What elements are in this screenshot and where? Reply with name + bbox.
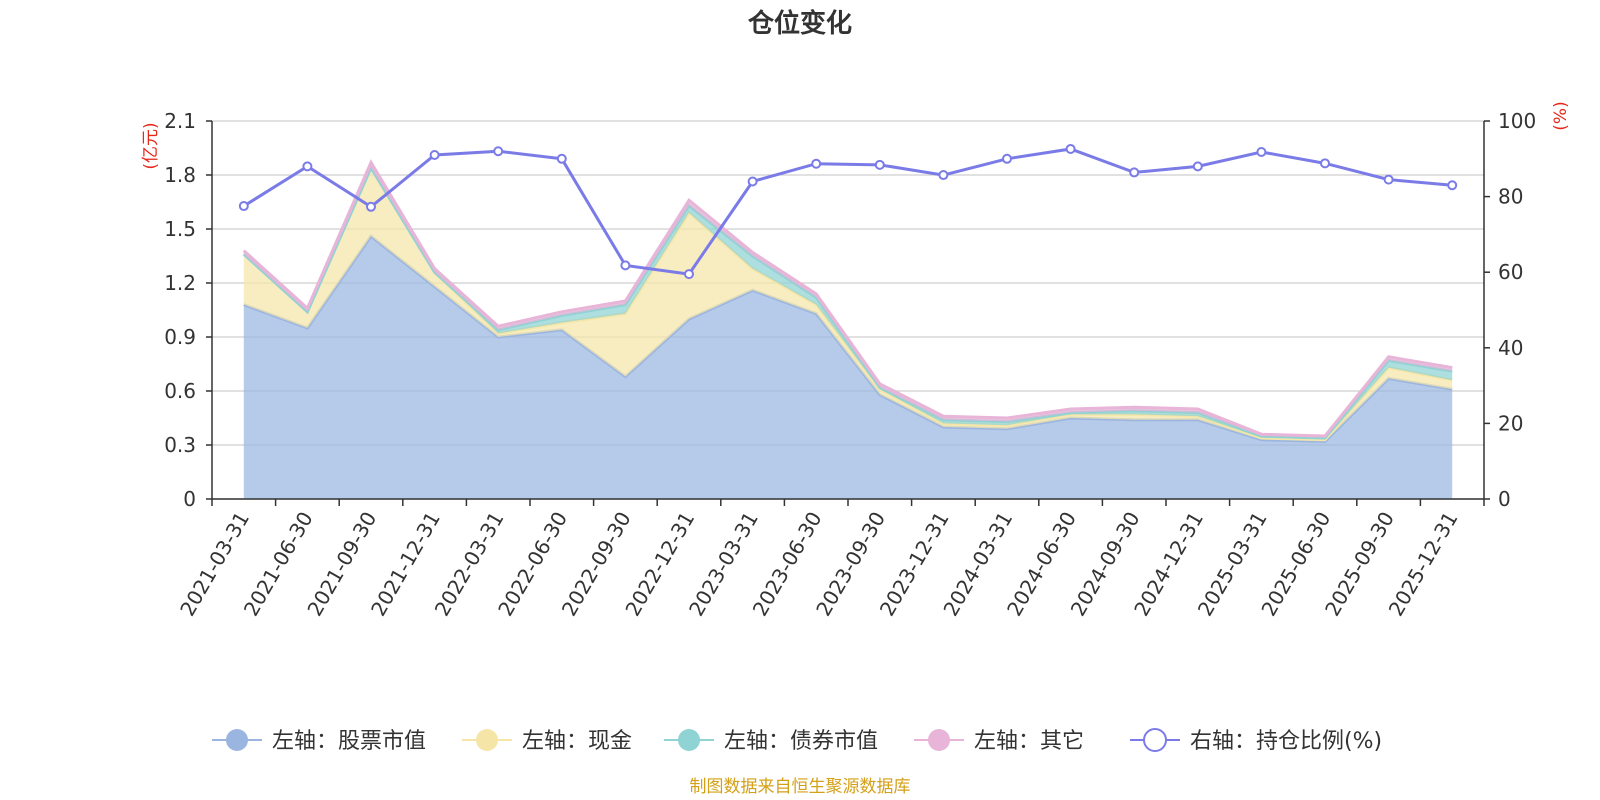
ratio-point[interactable]: [1320, 158, 1330, 169]
left-tick-label: 1.2: [164, 271, 196, 295]
ratio-point[interactable]: [684, 269, 694, 280]
legend-item[interactable]: 右轴：持仓比例(%): [1130, 728, 1382, 754]
legend-marker: [476, 729, 498, 751]
left-tick-label: 2.1: [164, 109, 196, 133]
stacked-areas: [242, 159, 1453, 499]
left-axis-unit: (亿元): [141, 122, 161, 169]
legend-marker: [678, 729, 700, 751]
ratio-point[interactable]: [1192, 161, 1203, 172]
legend-marker: [928, 729, 950, 751]
ratio-point[interactable]: [874, 159, 885, 170]
area-series: [243, 236, 1453, 499]
area-series: [243, 167, 1453, 442]
ratio-point[interactable]: [938, 170, 949, 181]
left-tick-label: 0.9: [164, 325, 196, 349]
left-tick-label: 0.6: [164, 379, 196, 403]
ratio-point[interactable]: [1129, 167, 1140, 178]
ratio-point[interactable]: [556, 153, 567, 164]
right-axis-tick-labels: 0 20 40 60 80 100: [1498, 109, 1536, 511]
data-source-note: 制图数据来自恒生聚源数据库: [690, 777, 911, 797]
ratio-point[interactable]: [1447, 180, 1458, 191]
right-tick-label: 0: [1498, 487, 1511, 511]
left-tick-label: 0.3: [164, 433, 196, 457]
left-tick-label: 1.8: [164, 163, 196, 187]
legend-label: 左轴：债券市值: [724, 729, 878, 754]
ratio-point[interactable]: [493, 146, 504, 157]
right-tick-label: 20: [1498, 411, 1523, 435]
legend-label: 左轴：现金: [522, 729, 632, 754]
right-tick-label: 100: [1498, 109, 1536, 133]
ratio-point[interactable]: [747, 176, 758, 187]
ratio-point[interactable]: [811, 158, 822, 169]
ratio-point[interactable]: [1065, 143, 1076, 154]
legend-item[interactable]: 左轴：其它: [914, 729, 1084, 754]
chart-title: 仓位变化: [747, 8, 852, 39]
right-axis-unit: (%): [1551, 101, 1571, 130]
ratio-line-path: [243, 147, 1453, 276]
ratio-point[interactable]: [1002, 153, 1012, 164]
right-tick-label: 40: [1498, 336, 1523, 360]
legend-marker: [226, 729, 248, 751]
ratio-point[interactable]: [366, 201, 376, 212]
legend-item[interactable]: 左轴：债券市值: [664, 729, 878, 754]
left-tick-label: 0: [183, 487, 196, 511]
right-tick-label: 60: [1498, 260, 1523, 284]
ratio-point[interactable]: [620, 260, 631, 271]
legend-item[interactable]: 左轴：股票市值: [212, 729, 426, 754]
x-axis-tick-labels: 2021-03-312021-06-302021-09-302021-12-31…: [175, 507, 1462, 620]
left-axis-tick-labels: 0 0.3 0.6 0.9 1.2 1.5 1.8 2.1: [164, 109, 196, 511]
ratio-point[interactable]: [302, 161, 313, 172]
axes: [206, 120, 1490, 506]
ratio-point[interactable]: [1383, 174, 1394, 185]
legend[interactable]: 左轴：股票市值 左轴：现金 左轴：债券市值 左轴：其它 右轴：持仓比例(%): [212, 728, 1382, 754]
right-tick-label: 80: [1498, 185, 1523, 209]
area-series-edge: [242, 159, 1453, 438]
left-tick-label: 1.5: [164, 217, 196, 241]
ratio-line: [238, 143, 1458, 280]
legend-label: 左轴：其它: [974, 729, 1084, 754]
legend-marker: [1143, 728, 1167, 752]
legend-item[interactable]: 左轴：现金: [462, 729, 632, 754]
ratio-point[interactable]: [238, 201, 249, 212]
legend-label: 左轴：股票市值: [272, 729, 426, 754]
ratio-point[interactable]: [1256, 146, 1267, 157]
ratio-point[interactable]: [429, 150, 440, 161]
legend-label: 右轴：持仓比例(%): [1190, 729, 1382, 754]
